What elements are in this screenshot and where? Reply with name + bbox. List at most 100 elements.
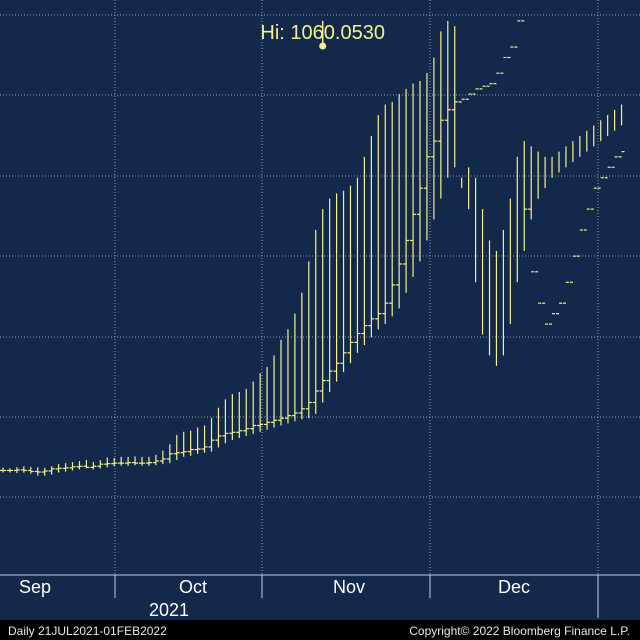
- ohlc-bar: [437, 31, 444, 199]
- ohlc-bar: [83, 460, 90, 469]
- high-label: Hi: 1060.0530: [260, 22, 385, 44]
- x-tick-label-dec: Dec: [498, 577, 530, 597]
- x-axis-band: [0, 575, 640, 620]
- ohlc-bar: [535, 151, 542, 304]
- ohlc-bar: [20, 466, 27, 473]
- ohlc-bar: [521, 20, 528, 251]
- ohlc-bar: [111, 457, 118, 467]
- ohlc-bar: [159, 450, 166, 465]
- ohlc-bar: [298, 292, 305, 420]
- ohlc-bar: [604, 115, 611, 179]
- ohlc-bar: [514, 20, 521, 283]
- ohlc-bar: [215, 407, 222, 448]
- high-annotation: Hi: 1060.0530: [260, 20, 385, 50]
- ohlc-bar: [250, 381, 257, 434]
- ohlc-bar: [48, 466, 55, 475]
- ohlc-bar: [569, 141, 576, 283]
- ohlc-bar: [319, 209, 326, 403]
- ohlc-bar: [465, 93, 472, 210]
- ohlc-bar: [145, 456, 152, 466]
- ohlc-bar: [486, 83, 493, 356]
- high-marker-dot: [319, 42, 327, 50]
- ohlc-bar: [6, 468, 13, 473]
- ohlc-bar: [611, 109, 618, 168]
- ohlc-bar: [305, 261, 312, 419]
- ohlc-bar: [166, 444, 173, 464]
- ohlc-bar: [549, 156, 556, 325]
- ohlc-bar: [368, 135, 375, 338]
- ohlc-bar: [139, 456, 145, 466]
- ohlc-bar: [333, 193, 340, 382]
- date-range-label: Daily 21JUL2021-01FEB2022: [8, 624, 167, 638]
- ohlc-bar: [41, 467, 48, 476]
- x-tick-label-nov: Nov: [333, 577, 365, 597]
- ohlc-bar: [430, 57, 437, 220]
- ohlc-bar: [152, 454, 159, 466]
- ohlc-bar: [69, 462, 76, 471]
- ohlc-bar: [472, 88, 479, 283]
- ohlc-bar: [562, 146, 569, 304]
- ohlc-bar: [187, 430, 194, 456]
- x-year-label: 2021: [149, 600, 189, 620]
- ohlc-bar: [340, 190, 347, 373]
- ohlc-bar: [284, 329, 291, 424]
- ohlc-bars: [0, 20, 625, 476]
- ohlc-bar: [257, 373, 264, 432]
- ohlc-bar: [118, 456, 125, 466]
- copyright-label: Copyright© 2022 Bloomberg Finance L.P.: [409, 624, 630, 638]
- ohlc-bar: [556, 151, 562, 315]
- ohlc-bar: [208, 418, 215, 452]
- ohlc-bar: [278, 339, 284, 426]
- ohlc-bar: [354, 177, 361, 353]
- ohlc-bar: [90, 462, 97, 470]
- ohlc-bar: [125, 456, 132, 466]
- ohlc-bar: [417, 81, 423, 262]
- ohlc-bar: [194, 427, 201, 454]
- ohlc-bar: [576, 135, 583, 257]
- ohlc-bar: [479, 85, 486, 335]
- ohlc-bar: [597, 120, 604, 189]
- ohlc-bar: [13, 467, 20, 474]
- ohlc-bar: [451, 26, 458, 168]
- ohlc-bar: [396, 94, 403, 309]
- ohlc-bar: [361, 156, 368, 345]
- ohlc-bar: [0, 467, 6, 473]
- ohlc-bar: [201, 425, 208, 453]
- ohlc-bar: [618, 104, 625, 158]
- gridlines: [0, 0, 640, 618]
- ohlc-bar: [500, 56, 507, 356]
- ohlc-bar: [180, 431, 187, 457]
- ohlc-bar: [458, 98, 465, 189]
- ohlc-bar: [382, 104, 389, 325]
- plot-background: [0, 0, 640, 575]
- ohlc-bar: [222, 399, 229, 444]
- ohlc-bar: [229, 394, 236, 441]
- ohlc-bar: [104, 457, 111, 468]
- ohlc-bar: [423, 73, 430, 241]
- ohlc-bar: [326, 198, 333, 393]
- x-tick-label-oct: Oct: [179, 577, 207, 597]
- ohlc-bar: [493, 72, 500, 366]
- footer-bar: Daily 21JUL2021-01FEB2022 Copyright© 202…: [0, 620, 640, 640]
- x-tick-label-sep: Sep: [19, 577, 51, 597]
- ohlc-bar: [27, 466, 34, 474]
- ohlc-bar: [62, 463, 69, 472]
- ohlc-bar: [312, 230, 319, 414]
- ohlc-bar: [403, 88, 410, 293]
- ohlc-bar: [271, 355, 278, 428]
- ohlc-bar: [132, 456, 139, 466]
- price-chart: Hi: 1060.0530 Sep Oct Nov Dec 2021: [0, 0, 640, 620]
- ohlc-bar: [76, 461, 83, 470]
- ohlc-bar: [583, 130, 590, 231]
- ohlc-bar: [375, 115, 382, 330]
- x-axis: Sep Oct Nov Dec 2021: [19, 577, 530, 620]
- ohlc-bar: [542, 156, 549, 325]
- ohlc-bar: [444, 20, 451, 178]
- ohlc-bar: [97, 460, 104, 469]
- ohlc-bar: [410, 83, 417, 278]
- ohlc-bar: [389, 101, 396, 317]
- ohlc-bar: [243, 388, 250, 436]
- ohlc-bar: [34, 467, 41, 476]
- ohlc-bar: [55, 464, 62, 473]
- ohlc-bar: [507, 46, 514, 325]
